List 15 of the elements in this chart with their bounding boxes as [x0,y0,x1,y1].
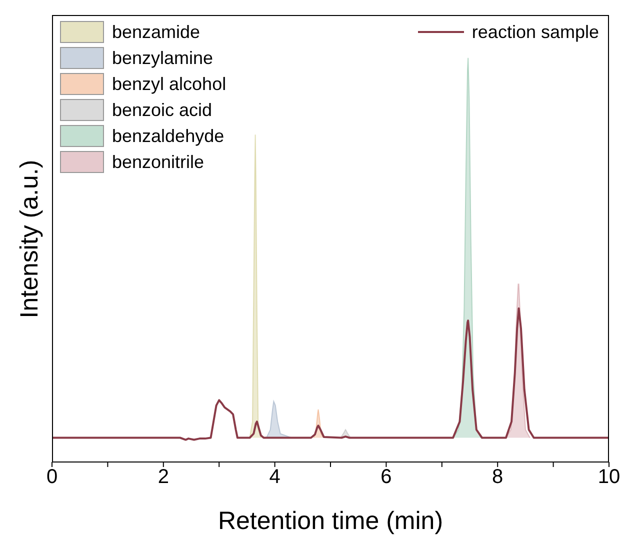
legend-label: benzoic acid [112,100,212,120]
y-axis-title: Intensity (a.u.) [16,159,44,318]
legend-label: reaction sample [472,22,599,42]
x-axis-title: Retention time (min) [218,507,444,535]
x-tick-label: 6 [380,466,392,488]
legend-label: benzonitrile [112,152,204,172]
legend-label: benzaldehyde [112,126,224,146]
x-tick-label: 4 [269,466,280,488]
x-tick-label: 2 [158,466,169,488]
x-tick-label: 0 [46,466,58,488]
x-tick-label: 8 [492,466,504,488]
legend-label: benzamide [112,22,200,42]
legend-label: benzyl alcohol [112,74,226,94]
x-tick-label: 10 [598,466,620,488]
legend-label: benzylamine [112,48,214,68]
